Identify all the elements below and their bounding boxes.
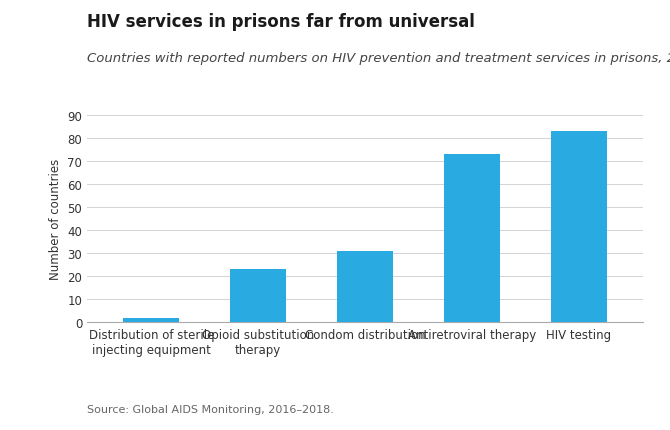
Bar (551, 132, 607, 322)
Bar (338, 252, 393, 322)
Y-axis label: Number of countries: Number of countries (49, 159, 62, 280)
Bar (444, 155, 500, 322)
Bar (230, 270, 286, 322)
Text: Countries with reported numbers on HIV prevention and treatment services in pris: Countries with reported numbers on HIV p… (87, 52, 670, 64)
Text: HIV services in prisons far from universal: HIV services in prisons far from univers… (87, 13, 475, 31)
Bar (123, 318, 179, 322)
Text: Source: Global AIDS Monitoring, 2016–2018.: Source: Global AIDS Monitoring, 2016–201… (87, 404, 334, 414)
